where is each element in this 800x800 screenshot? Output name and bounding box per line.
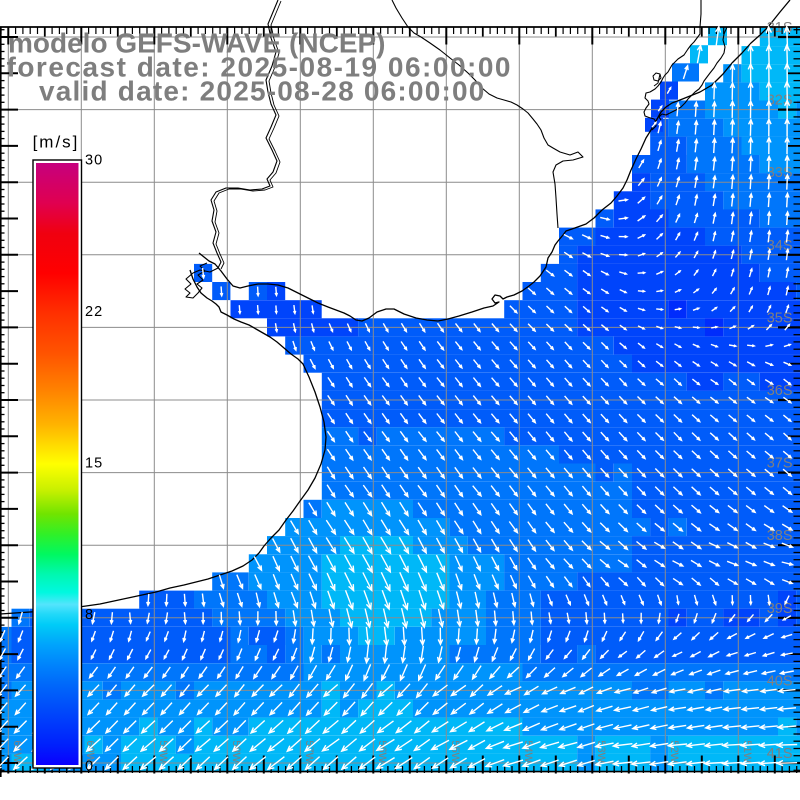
svg-text:modelo GEFS-WAVE (NCEP): modelo GEFS-WAVE (NCEP) xyxy=(8,28,386,59)
svg-text:32S: 32S xyxy=(767,93,793,109)
svg-text:8: 8 xyxy=(85,607,94,623)
svg-text:39S: 39S xyxy=(767,601,793,617)
svg-text:30: 30 xyxy=(85,153,103,169)
svg-text:52W: 52W xyxy=(668,740,680,763)
svg-text:51W: 51W xyxy=(741,740,753,763)
svg-text:41S: 41S xyxy=(767,746,793,762)
svg-text:15: 15 xyxy=(85,456,103,472)
svg-text:55W: 55W xyxy=(449,740,461,763)
svg-text:36S: 36S xyxy=(767,383,793,399)
svg-text:38S: 38S xyxy=(767,528,793,544)
svg-text:53W: 53W xyxy=(595,740,607,763)
svg-text:54W: 54W xyxy=(522,740,534,763)
svg-text:[m/s]: [m/s] xyxy=(33,133,80,152)
svg-text:forecast date: 2025-08-19 06:0: forecast date: 2025-08-19 06:00:00 xyxy=(7,52,512,83)
svg-text:31S: 31S xyxy=(767,20,793,36)
svg-text:61W: 61W xyxy=(11,740,23,763)
svg-text:40S: 40S xyxy=(767,673,793,689)
svg-text:0: 0 xyxy=(85,759,94,775)
svg-text:35S: 35S xyxy=(767,310,793,326)
svg-text:valid date: 2025-08-28 06:00:0: valid date: 2025-08-28 06:00:00 xyxy=(39,76,486,107)
svg-text:22: 22 xyxy=(85,304,103,320)
svg-text:37S: 37S xyxy=(767,456,793,472)
